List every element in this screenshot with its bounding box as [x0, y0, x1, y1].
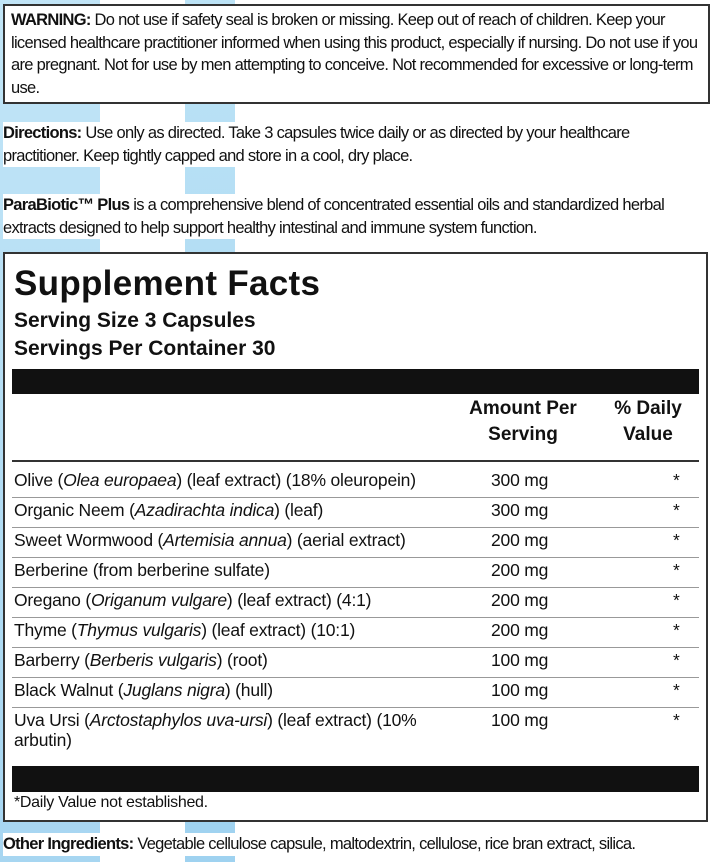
- row-divider: [12, 497, 699, 498]
- ingredient-name-text: Black Walnut (: [14, 680, 124, 700]
- ingredient-latin-name: Olea europaea: [63, 470, 177, 490]
- directions: Directions: Use only as directed. Take 3…: [3, 122, 708, 167]
- ingredient-daily-value: *: [673, 710, 680, 730]
- ingredient-daily-value: *: [673, 680, 680, 700]
- ingredient-daily-value: *: [673, 560, 680, 580]
- header-rule: [12, 460, 699, 462]
- ingredient-daily-value: *: [673, 530, 680, 550]
- ingredient-amount: 300 mg: [491, 500, 549, 520]
- servings-per-container: Servings Per Container 30: [14, 337, 276, 360]
- row-divider: [12, 677, 699, 678]
- ingredient-latin-name: Berberis vulgaris: [89, 650, 217, 670]
- ingredient-name: Barberry (Berberis vulgaris) (root): [14, 650, 454, 670]
- ingredient-name: Oregano (Origanum vulgare) (leaf extract…: [14, 590, 454, 610]
- ingredient-name: Thyme (Thymus vulgaris) (leaf extract) (…: [14, 620, 454, 640]
- ingredient-name-detail: ) (leaf extract) (18% oleuropein): [176, 470, 416, 490]
- ingredient-amount: 200 mg: [491, 530, 549, 550]
- ingredient-name: Uva Ursi (Arctostaphylos uva-ursi) (leaf…: [14, 710, 454, 750]
- ingredient-amount: 200 mg: [491, 590, 549, 610]
- warning-text: Do not use if safety seal is broken or m…: [11, 11, 698, 97]
- row-divider: [12, 587, 699, 588]
- ingredient-name-detail: ) (leaf extract) (4:1): [226, 590, 372, 610]
- ingredient-amount: 200 mg: [491, 560, 549, 580]
- ingredient-daily-value: *: [673, 590, 680, 610]
- ingredient-latin-name: Arctostaphylos uva-ursi: [89, 710, 268, 730]
- ingredient-name: Berberine (from berberine sulfate): [14, 560, 454, 580]
- ingredient-name-detail: ) (aerial extract): [286, 530, 406, 550]
- ingredient-daily-value: *: [673, 470, 680, 490]
- product-description: ParaBiotic™ Plus is a comprehensive blen…: [3, 194, 708, 239]
- ingredient-name-text: Organic Neem (: [14, 500, 135, 520]
- ingredient-latin-name: Origanum vulgare: [91, 590, 227, 610]
- other-ingredients-label: Other Ingredients:: [3, 835, 134, 853]
- ingredient-name-text: Sweet Wormwood (: [14, 530, 164, 550]
- supplement-facts-panel: Supplement Facts Serving Size 3 Capsules…: [3, 252, 708, 822]
- ingredient-daily-value: *: [673, 500, 680, 520]
- row-divider: [12, 617, 699, 618]
- ingredient-daily-value: *: [673, 620, 680, 640]
- product-description-text: is a comprehensive blend of concentrated…: [3, 196, 665, 237]
- ingredient-name-text: Olive (: [14, 470, 64, 490]
- ingredient-amount: 300 mg: [491, 470, 549, 490]
- ingredient-name: Sweet Wormwood (Artemisia annua) (aerial…: [14, 530, 454, 550]
- ingredient-latin-name: Artemisia annua: [163, 530, 287, 550]
- amount-per-serving-header: Amount Per Serving: [469, 398, 577, 445]
- ingredient-amount: 100 mg: [491, 710, 549, 730]
- ingredient-name-detail: ) (leaf extract) (10% arbutin): [14, 710, 417, 750]
- warning-box: WARNING: Do not use if safety seal is br…: [3, 4, 710, 104]
- row-divider: [12, 527, 699, 528]
- ingredient-name-detail: ) (leaf): [274, 500, 324, 520]
- ingredient-daily-value: *: [673, 650, 680, 670]
- warning-label: WARNING:: [11, 11, 91, 29]
- row-divider: [12, 707, 699, 708]
- serving-size: Serving Size 3 Capsules: [14, 309, 256, 332]
- directions-text: Use only as directed. Take 3 capsules tw…: [3, 124, 630, 165]
- divider-bar: [12, 369, 699, 394]
- product-name: ParaBiotic™ Plus: [3, 196, 130, 214]
- ingredient-name-text: Barberry (: [14, 650, 90, 670]
- ingredient-name-detail: ) (leaf extract) (10:1): [201, 620, 356, 640]
- other-ingredients-text: Vegetable cellulose capsule, maltodextri…: [137, 835, 636, 853]
- ingredient-name-text: Oregano (: [14, 590, 91, 610]
- footnote: *Daily Value not established.: [14, 794, 208, 811]
- other-ingredients: Other Ingredients: Vegetable cellulose c…: [3, 833, 711, 856]
- ingredient-name-detail: ) (hull): [224, 680, 273, 700]
- ingredient-name: Olive (Olea europaea) (leaf extract) (18…: [14, 470, 454, 490]
- ingredient-amount: 100 mg: [491, 650, 549, 670]
- ingredient-name: Black Walnut (Juglans nigra) (hull): [14, 680, 454, 700]
- row-divider: [12, 647, 699, 648]
- ingredient-latin-name: Thymus vulgaris: [76, 620, 202, 640]
- ingredient-latin-name: Juglans nigra: [123, 680, 225, 700]
- ingredient-name-detail: ) (root): [216, 650, 268, 670]
- ingredient-name-text: Berberine (from berberine sulfate): [14, 560, 270, 580]
- row-divider: [12, 557, 699, 558]
- ingredient-name: Organic Neem (Azadirachta indica) (leaf): [14, 500, 454, 520]
- divider-bar: [12, 766, 699, 792]
- facts-title: Supplement Facts: [14, 264, 321, 303]
- daily-value-header: % Daily Value: [614, 398, 682, 445]
- ingredient-name-text: Uva Ursi (: [14, 710, 90, 730]
- ingredient-name-text: Thyme (: [14, 620, 77, 640]
- ingredient-latin-name: Azadirachta indica: [134, 500, 275, 520]
- directions-label: Directions:: [3, 124, 82, 142]
- ingredient-amount: 200 mg: [491, 620, 549, 640]
- ingredient-amount: 100 mg: [491, 680, 549, 700]
